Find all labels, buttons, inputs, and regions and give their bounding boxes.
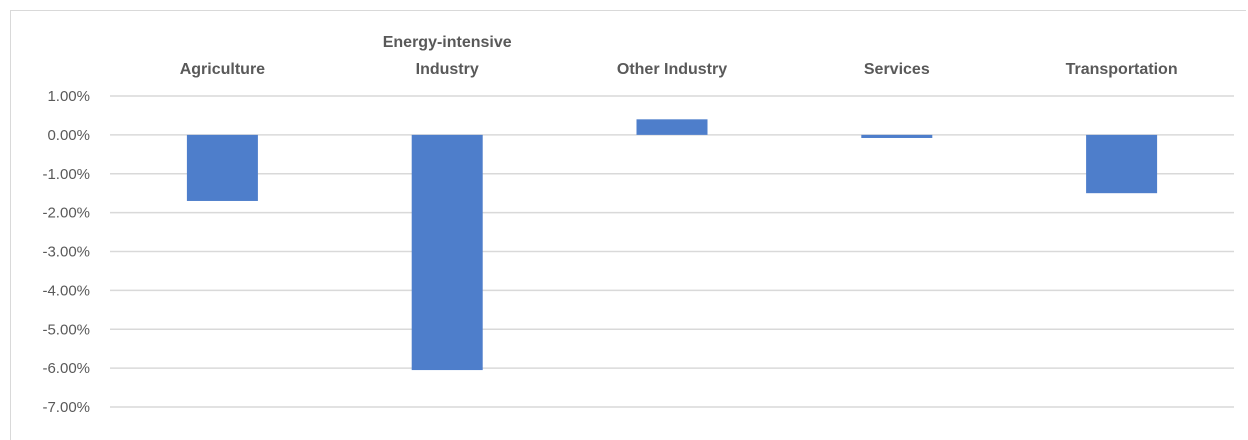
category-label: Services [864,61,930,78]
y-tick-label: -3.00% [42,244,90,261]
y-tick-label: -5.00% [42,321,90,338]
y-tick-label: -4.00% [42,282,90,299]
y-tick-label: 0.00% [47,127,90,144]
y-tick-label: -6.00% [42,360,90,377]
bar [1086,134,1158,194]
y-tick-label: -2.00% [42,205,90,222]
bar [186,134,258,201]
y-tick-label: -7.00% [42,399,90,416]
bar [861,134,933,138]
category-label: Energy-intensive Industry [383,34,512,78]
bar [636,119,708,135]
bar [411,134,483,371]
chart-frame [10,10,1246,440]
category-label: Other Industry [617,61,727,78]
category-label: Transportation [1066,61,1178,78]
bar-chart: 1.00% 0.00% -1.00% -2.00% -3.00% -4.00% -5.00%… [42,34,1234,416]
y-tick-label: 1.00% [47,88,90,105]
category-label: Agriculture [180,61,265,78]
y-tick-label: -1.00% [42,166,90,183]
